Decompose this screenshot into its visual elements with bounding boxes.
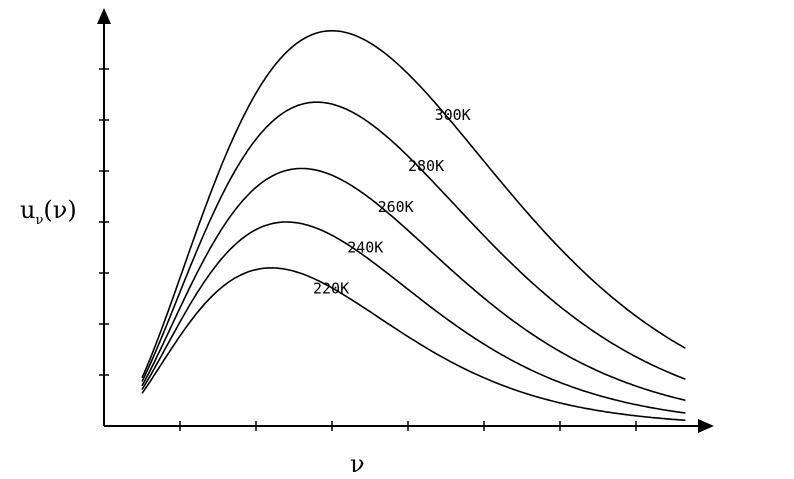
- x-axis: [104, 419, 714, 433]
- x-axis-label: ν: [350, 450, 365, 478]
- curve-label-260k: 260K: [378, 198, 414, 216]
- curve-280k: [141, 101, 686, 382]
- curves: [141, 29, 686, 421]
- x-axis-arrow: [698, 419, 714, 433]
- curve-label-280k: 280K: [408, 157, 444, 175]
- curve-label-300k: 300K: [435, 106, 471, 124]
- y-axis: [97, 8, 111, 426]
- curve-label-220k: 220K: [313, 279, 349, 297]
- curve-labels: 300K 280K 260K 240K 220K: [313, 106, 471, 297]
- y-axis-label-arg: (ν): [43, 196, 77, 224]
- curve-260k: [141, 167, 686, 402]
- y-ticks: [99, 68, 109, 376]
- y-axis-arrow: [97, 8, 111, 24]
- curve-220k: [141, 267, 686, 421]
- curve-300k: [141, 29, 686, 379]
- y-axis-label: uν(ν): [20, 196, 77, 228]
- curve-240k: [141, 221, 686, 414]
- y-axis-label-subscript: ν: [35, 212, 44, 228]
- curve-label-240k: 240K: [347, 239, 383, 257]
- y-axis-label-main: u: [20, 196, 36, 224]
- x-ticks: [179, 421, 637, 431]
